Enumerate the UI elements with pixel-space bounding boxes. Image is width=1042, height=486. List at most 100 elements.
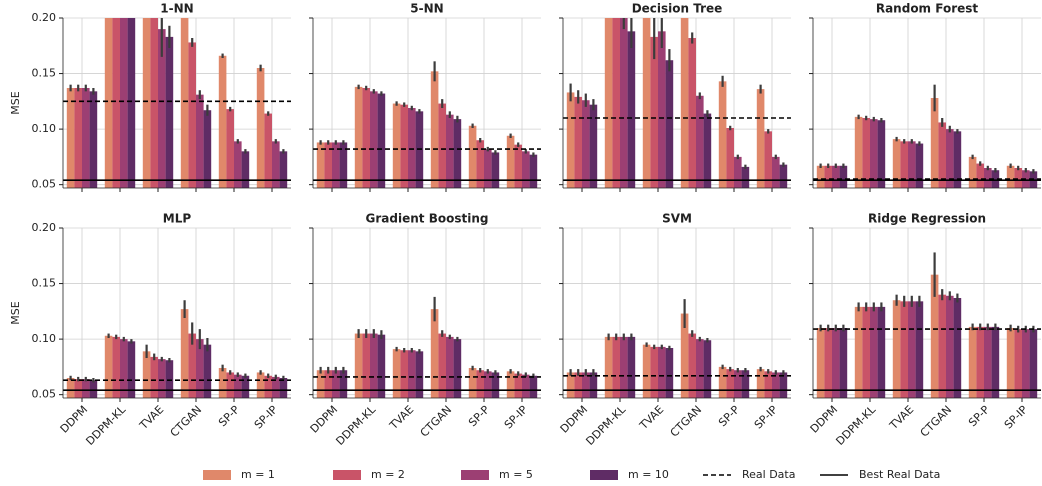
bar xyxy=(453,119,462,188)
bar xyxy=(316,370,325,398)
bar xyxy=(718,366,727,398)
x-tick-label: DDPM-KL xyxy=(333,402,378,447)
bar xyxy=(703,340,712,398)
bar xyxy=(1006,165,1015,188)
subplot: Decision Tree xyxy=(559,2,791,192)
bar xyxy=(620,336,628,398)
bar xyxy=(234,141,242,188)
bar xyxy=(854,116,863,188)
bar xyxy=(756,369,765,398)
y-tick-label: 0.20 xyxy=(32,221,57,234)
bar xyxy=(272,376,280,398)
x-tick-label: DDPM-KL xyxy=(833,402,878,447)
subplot-title: 1-NN xyxy=(160,2,193,16)
bar xyxy=(908,301,916,398)
bar xyxy=(930,98,939,188)
bar xyxy=(1006,328,1015,398)
bar xyxy=(892,300,901,398)
x-tick-label: TVAE xyxy=(387,403,417,433)
legend-swatch xyxy=(333,470,361,480)
bar xyxy=(718,81,727,188)
bar xyxy=(400,350,408,398)
bar xyxy=(370,91,378,188)
bar xyxy=(870,306,878,398)
bar xyxy=(522,374,530,398)
bar xyxy=(112,336,120,398)
legend-swatch xyxy=(590,470,618,480)
bar xyxy=(66,378,75,398)
bar xyxy=(506,135,515,188)
bar xyxy=(574,96,582,188)
bar xyxy=(112,18,120,188)
plot-area xyxy=(313,61,541,188)
bar xyxy=(680,313,689,398)
bar xyxy=(764,131,772,188)
legend-label: m = 5 xyxy=(499,468,533,481)
bar xyxy=(832,328,840,398)
bar xyxy=(968,326,977,398)
subplot: Random Forest xyxy=(809,2,1041,192)
bar xyxy=(832,165,840,188)
bar xyxy=(734,370,742,398)
bar xyxy=(824,328,832,398)
bar xyxy=(218,55,227,188)
bar xyxy=(627,31,636,188)
bar xyxy=(915,143,924,188)
y-tick-label: 0.15 xyxy=(32,277,57,290)
bar xyxy=(120,18,128,188)
bar xyxy=(142,18,151,188)
bar xyxy=(203,344,212,398)
bar xyxy=(953,298,962,398)
bar xyxy=(196,94,204,188)
bar xyxy=(930,274,939,398)
bar xyxy=(816,165,825,188)
bar xyxy=(377,334,386,398)
x-tick-label: CTGAN xyxy=(418,403,455,440)
bar xyxy=(234,374,242,398)
bar xyxy=(377,93,386,188)
bar xyxy=(264,375,272,398)
bar xyxy=(362,333,370,398)
legend-swatch xyxy=(203,470,231,480)
bar xyxy=(1014,168,1022,188)
bar xyxy=(476,370,484,398)
bar xyxy=(468,368,477,398)
bar xyxy=(476,140,484,188)
bar xyxy=(430,71,439,188)
bar xyxy=(316,142,325,188)
bar xyxy=(324,370,332,398)
subplot-title: SVM xyxy=(662,212,692,226)
y-tick-label: 0.05 xyxy=(32,178,57,191)
bar xyxy=(104,18,113,188)
bar xyxy=(574,372,582,398)
bar xyxy=(991,326,1000,398)
subplot-title: Random Forest xyxy=(876,2,979,16)
bar xyxy=(627,336,636,398)
bar xyxy=(392,103,401,188)
bar xyxy=(74,88,82,188)
x-tick-label: DDPM xyxy=(308,403,341,436)
x-tick-label: CTGAN xyxy=(668,403,705,440)
plot-area xyxy=(63,18,291,188)
x-tick-label: CTGAN xyxy=(168,403,205,440)
y-tick-label: 0.10 xyxy=(32,122,57,135)
bar xyxy=(816,328,825,398)
bar xyxy=(339,142,348,188)
bar xyxy=(968,156,977,188)
bar xyxy=(862,306,870,398)
bar xyxy=(741,370,750,398)
x-tick-label: DDPM xyxy=(58,403,91,436)
bar xyxy=(165,360,174,398)
bar xyxy=(241,375,250,398)
bar xyxy=(741,166,750,188)
bar xyxy=(522,151,530,188)
x-tick-label: CTGAN xyxy=(918,403,955,440)
legend-label: m = 1 xyxy=(241,468,275,481)
bar xyxy=(188,333,196,398)
bar xyxy=(104,335,113,398)
bar xyxy=(120,339,128,398)
bar xyxy=(529,375,538,398)
bar xyxy=(332,142,340,188)
bar xyxy=(665,348,674,398)
